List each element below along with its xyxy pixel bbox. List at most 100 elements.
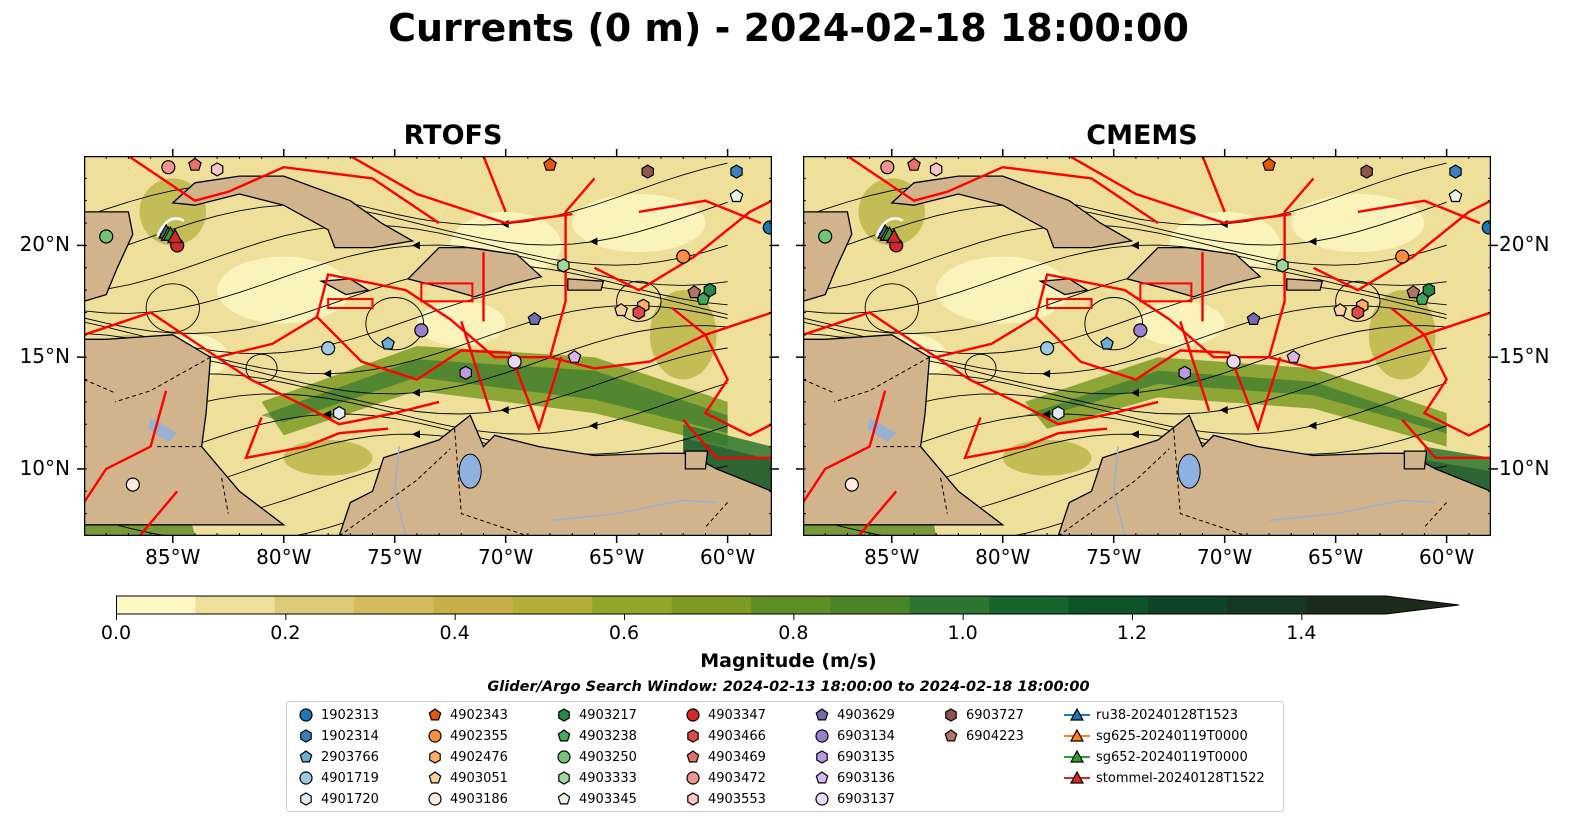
legend-marker — [558, 771, 570, 785]
lon-tick-label: 85°W — [864, 545, 920, 569]
argo-float-4903466 — [632, 305, 646, 320]
colorbar-segment — [195, 596, 276, 614]
legend-item: 4903347 — [682, 705, 766, 725]
land-mass — [890, 175, 1134, 249]
speed-band — [261, 346, 728, 447]
map-panel-rtofs[interactable] — [84, 156, 772, 536]
legend-label: 6904223 — [966, 728, 1024, 744]
legend-item: 4901720 — [295, 789, 379, 809]
legend-label: 4903217 — [579, 707, 637, 723]
legend-marker — [557, 750, 571, 764]
argo-float-4903345 — [729, 188, 744, 203]
legend-marker — [816, 750, 828, 764]
legend-label: 4901719 — [321, 770, 379, 786]
legend-marker — [815, 771, 829, 784]
legend-marker — [558, 708, 570, 722]
argo-float-4902343 — [1262, 157, 1276, 171]
argo-float-1902313 — [762, 220, 772, 235]
legend-label: 4903250 — [579, 749, 637, 765]
land-mass — [567, 278, 605, 291]
panel-title-rtofs: RTOFS — [403, 120, 503, 151]
legend-item: 4903238 — [553, 726, 637, 746]
argo-float-4901719 — [321, 341, 336, 356]
legend-label: 4903466 — [708, 728, 766, 744]
legend-item: stommel-20240128T1522 — [1062, 768, 1265, 788]
colorbar-tick-label: 0.0 — [100, 622, 132, 644]
legend-label: 1902313 — [321, 707, 379, 723]
argo-float-4902355 — [1395, 249, 1410, 264]
legend: 1902313 1902314 2903766 4901719 4901720 49023… — [286, 701, 1284, 812]
colorbar-segment — [1068, 596, 1149, 614]
argo-float-4903186 — [844, 477, 859, 492]
legend-item: ru38-20240128T1523 — [1062, 705, 1238, 725]
legend-label: 1902314 — [321, 728, 379, 744]
legend-label: 4902476 — [450, 749, 508, 765]
legend-item: 6903134 — [811, 726, 895, 746]
argo-float-4903553 — [929, 162, 943, 177]
legend-item: 4903250 — [553, 747, 637, 767]
colorbar-segment — [909, 596, 990, 614]
land-mass — [84, 211, 134, 302]
legend-marker — [686, 708, 700, 722]
colorbar-tick-label: 0.4 — [439, 622, 470, 644]
argo-float-6903727 — [1360, 164, 1373, 179]
map-panel-cmems[interactable] — [803, 156, 1491, 536]
argo-float-4901720 — [333, 405, 346, 421]
legend-item: 4903466 — [682, 726, 766, 746]
legend-label: sg625-20240119T0000 — [1096, 728, 1248, 744]
legend-marker — [299, 750, 313, 763]
lon-tick-label: 65°W — [1308, 545, 1364, 569]
legend-label: 4903186 — [450, 791, 508, 807]
legend-item: sg625-20240119T0000 — [1062, 726, 1248, 746]
lake-maracaibo — [458, 453, 482, 489]
argo-float-4903466 — [1351, 305, 1365, 320]
legend-marker — [299, 771, 313, 785]
legend-item: 6903136 — [811, 768, 895, 788]
legend-label: ru38-20240128T1523 — [1096, 707, 1239, 723]
legend-label: 4903333 — [579, 770, 637, 786]
argo-float-1902314 — [730, 164, 743, 179]
colorbar-segment — [512, 596, 593, 614]
colorbar-tick-label: 1.2 — [1116, 622, 1148, 644]
legend-label: 4903469 — [708, 749, 766, 765]
panel-title-cmems: CMEMS — [1086, 120, 1198, 151]
colorbar-segment — [274, 596, 355, 614]
legend-marker — [428, 708, 442, 721]
legend-marker — [557, 729, 571, 742]
colorbar-tick-label: 0.8 — [778, 622, 809, 644]
argo-float-6903727 — [641, 164, 654, 179]
colorbar-extend-arrow — [1386, 596, 1459, 614]
legend-marker — [815, 729, 829, 743]
legend-label: 6903135 — [837, 749, 895, 765]
argo-float-4903553 — [210, 162, 224, 177]
boundary-lines — [84, 156, 772, 536]
colorbar-tick-label: 0.6 — [608, 622, 640, 644]
argo-float-4902355 — [676, 249, 691, 264]
argo-float-6903135 — [459, 365, 472, 380]
colorbar-segment — [1227, 596, 1308, 614]
land-mass — [171, 175, 415, 249]
legend-label: 4903472 — [708, 770, 766, 786]
legend-label: 6903134 — [837, 728, 895, 744]
argo-float-1902314 — [1449, 164, 1462, 179]
colorbar-tick-label: 0.2 — [270, 622, 301, 644]
lat-tick-label: 15°N — [1499, 344, 1550, 369]
colorbar-segment — [1147, 596, 1228, 614]
legend-item: 4903186 — [424, 789, 508, 809]
colorbar-segment — [354, 596, 434, 614]
legend-item: 4903333 — [553, 768, 637, 788]
legend-marker — [557, 792, 571, 805]
glider-track — [156, 217, 185, 237]
land-mass — [1038, 278, 1089, 296]
legend-item: 1902313 — [295, 705, 379, 725]
legend-item: 6903137 — [811, 789, 895, 809]
land-mass — [803, 334, 1005, 526]
argo-float-4903217 — [703, 282, 717, 298]
legend-marker — [428, 792, 442, 806]
legend-label: 2903766 — [321, 749, 379, 765]
boundary-lines — [803, 156, 1491, 536]
land-mass — [1286, 278, 1324, 291]
land-mass — [1403, 450, 1428, 470]
legend-marker — [815, 792, 829, 806]
argo-float-6903136 — [1286, 349, 1301, 363]
